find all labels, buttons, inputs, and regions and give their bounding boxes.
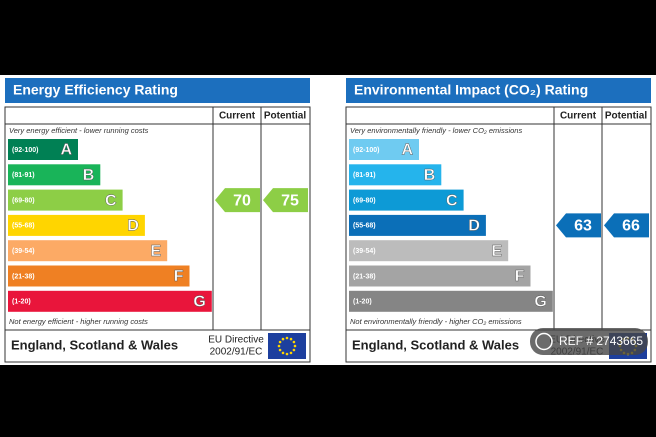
eu-star xyxy=(289,337,293,341)
rating-value: 63 xyxy=(574,218,592,235)
directive: EU Directive xyxy=(208,335,264,346)
band-range: (1-20) xyxy=(12,299,31,306)
eu-star xyxy=(292,348,296,352)
band-letter: A xyxy=(60,142,72,159)
rating-band xyxy=(8,139,78,160)
top-note: Very energy efficient - lower running co… xyxy=(9,126,149,135)
watermark-icon xyxy=(535,332,553,351)
eu-star xyxy=(277,344,281,348)
band-range: (69-80) xyxy=(353,197,376,204)
column-header: Current xyxy=(560,111,597,122)
band-range: (81-91) xyxy=(353,172,376,179)
title-bar xyxy=(5,78,310,103)
band-letter: C xyxy=(446,192,458,209)
band-letter: C xyxy=(105,192,117,209)
band-range: (39-54) xyxy=(353,248,376,255)
rating-arrow xyxy=(556,213,601,238)
directive: 2002/91/EC xyxy=(210,347,263,358)
rating-band xyxy=(349,290,553,312)
watermark-pill xyxy=(530,328,648,355)
watermark: REF # 2743665 xyxy=(530,328,648,355)
eu-star xyxy=(289,351,293,355)
eu-star xyxy=(285,352,289,356)
rating-value: 66 xyxy=(622,218,640,235)
rating-band xyxy=(349,139,419,160)
band-range: (1-20) xyxy=(353,299,372,306)
panel-title: Environmental Impact (CO₂) Rating xyxy=(354,82,588,98)
rating-band xyxy=(8,290,212,312)
band-range: (92-100) xyxy=(353,147,379,154)
band-range: (55-68) xyxy=(353,223,376,230)
rating-band xyxy=(349,164,442,186)
region: England, Scotland & Wales xyxy=(352,337,519,352)
column-header: Potential xyxy=(605,111,647,122)
band-letter: G xyxy=(534,294,546,311)
rating-band xyxy=(8,240,168,262)
band-letter: F xyxy=(174,268,184,285)
band-letter: D xyxy=(127,218,139,235)
rating-band xyxy=(349,265,531,287)
band-letter: B xyxy=(424,167,436,184)
eu-star xyxy=(281,337,285,341)
band-letter: F xyxy=(515,268,525,285)
watermark-text: REF # 2743665 xyxy=(559,334,643,348)
bottom-note: Not environmentally friendly - higher CO… xyxy=(350,317,522,326)
column-header: Potential xyxy=(264,111,306,122)
band-range: (81-91) xyxy=(12,172,35,179)
rating-band xyxy=(8,265,190,287)
rating-band xyxy=(349,189,464,211)
band-letter: B xyxy=(83,167,95,184)
band-letter: E xyxy=(151,243,162,260)
rating-arrow xyxy=(215,188,260,213)
rating-band xyxy=(8,214,145,236)
band-letter: D xyxy=(468,218,480,235)
band-letter: E xyxy=(492,243,503,260)
bottom-note: Not energy efficient - higher running co… xyxy=(9,317,148,326)
rating-value: 70 xyxy=(233,192,251,209)
panel-title: Energy Efficiency Rating xyxy=(13,82,178,98)
rating-band xyxy=(349,214,486,236)
eu-star xyxy=(285,336,289,340)
eu-star xyxy=(281,351,285,355)
rating-band xyxy=(8,164,101,186)
band-letter: G xyxy=(193,294,205,311)
band-range: (92-100) xyxy=(12,147,38,154)
rating-panel: Environmental Impact (CO₂) Rating Current… xyxy=(345,78,652,363)
rating-band xyxy=(349,240,509,262)
eu-star xyxy=(278,340,282,344)
title-bar xyxy=(346,78,651,103)
top-note: Very environmentally friendly - lower CO… xyxy=(350,126,522,135)
band-range: (21-38) xyxy=(353,273,376,280)
band-range: (69-80) xyxy=(12,197,35,204)
band-range: (39-54) xyxy=(12,248,35,255)
rating-panel: Energy Efficiency Rating Current Potential… xyxy=(4,78,311,363)
rating-value: 75 xyxy=(281,192,299,209)
eu-star xyxy=(278,348,282,352)
region: England, Scotland & Wales xyxy=(11,337,178,352)
band-letter: A xyxy=(401,142,413,159)
rating-arrow xyxy=(263,188,308,213)
band-range: (21-38) xyxy=(12,273,35,280)
eu-star xyxy=(293,344,297,348)
rating-arrow xyxy=(604,213,649,238)
eu-star xyxy=(292,340,296,344)
column-header: Current xyxy=(219,111,256,122)
rating-band xyxy=(8,189,123,211)
band-range: (55-68) xyxy=(12,223,35,230)
